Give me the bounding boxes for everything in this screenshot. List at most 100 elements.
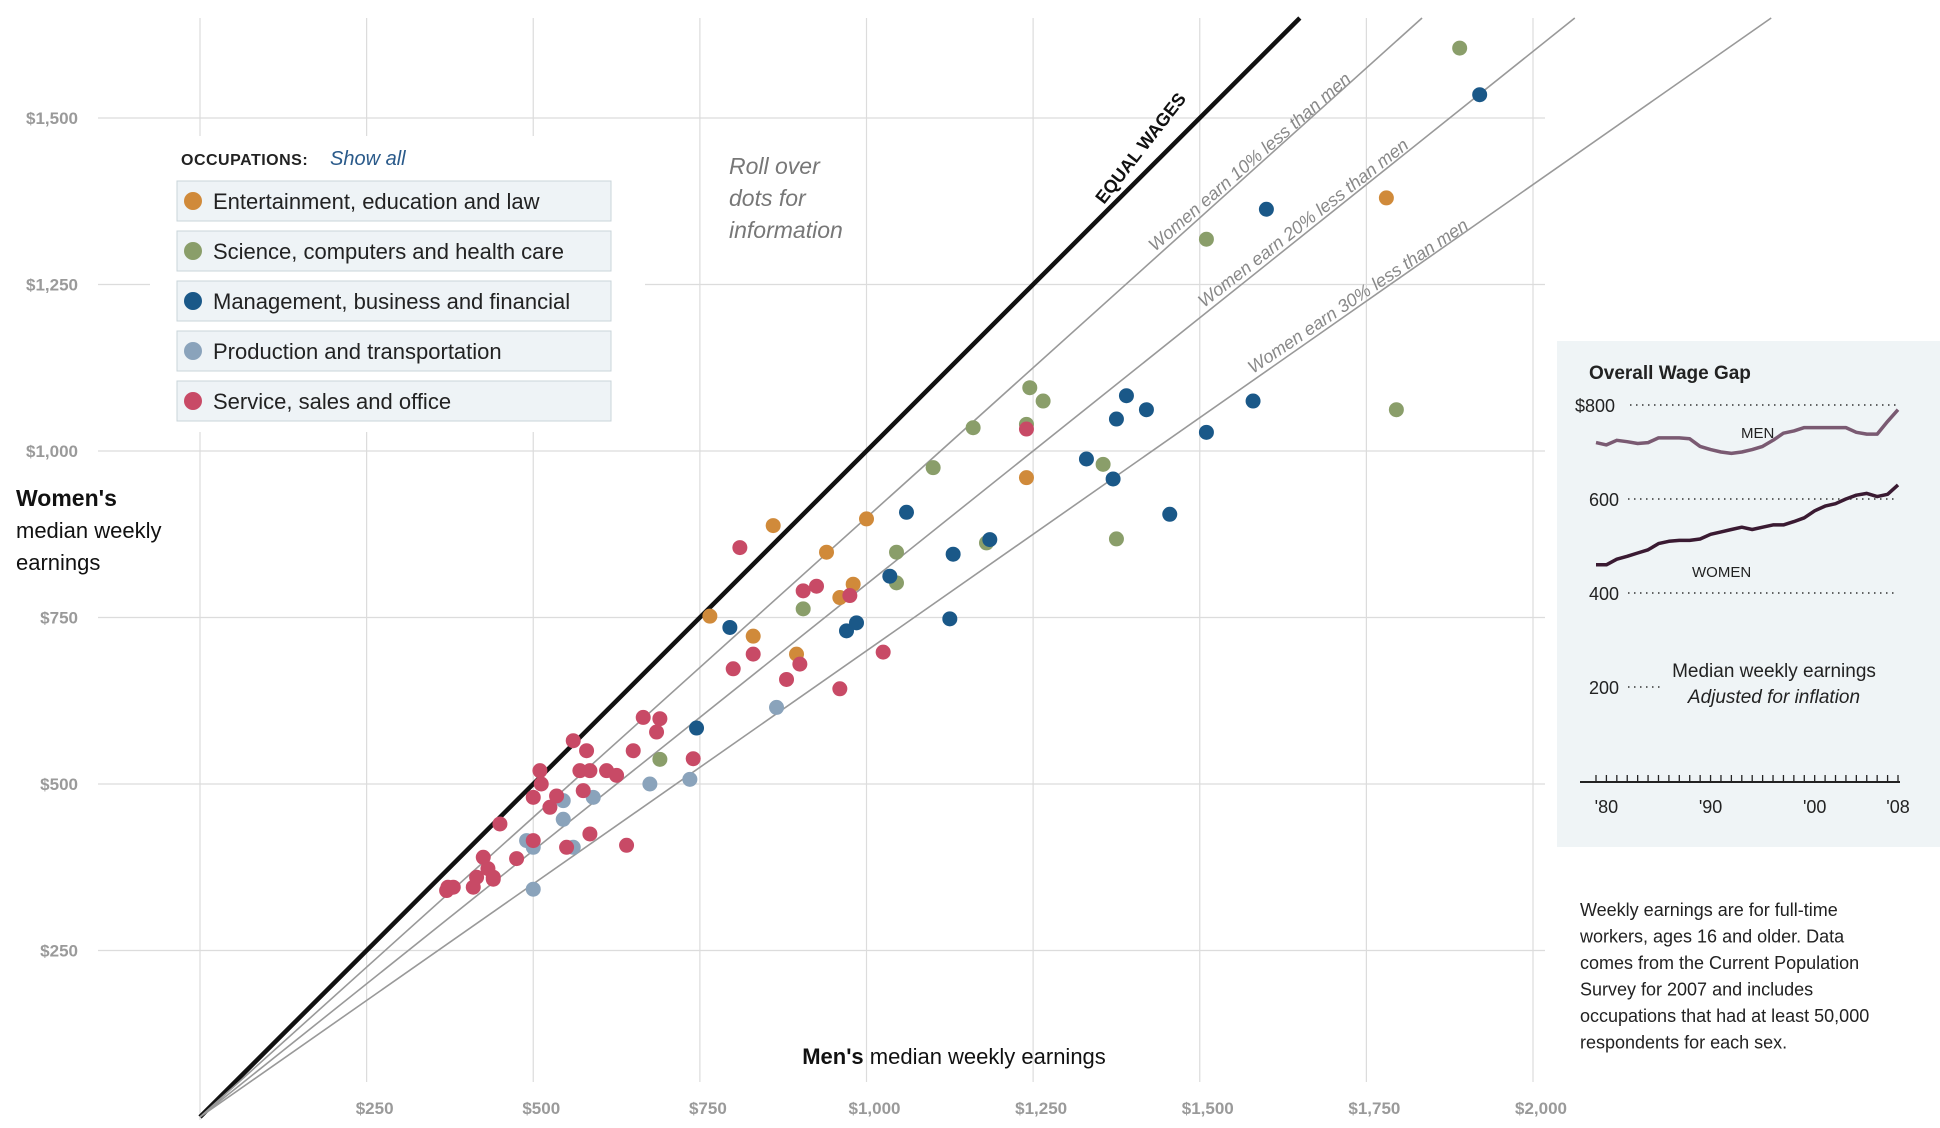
scatter-points	[439, 40, 1488, 899]
x-tick-label: $750	[689, 1099, 727, 1118]
data-point[interactable]	[875, 644, 891, 660]
legend-item[interactable]: Entertainment, education and law	[176, 180, 612, 222]
data-point[interactable]	[555, 811, 571, 827]
data-point[interactable]	[1198, 231, 1214, 247]
x-axis-label: Men's median weekly earnings	[802, 1044, 1106, 1069]
data-point[interactable]	[769, 699, 785, 715]
data-point[interactable]	[1018, 470, 1034, 486]
data-point[interactable]	[1018, 421, 1034, 437]
data-point[interactable]	[579, 743, 595, 759]
data-point[interactable]	[832, 681, 848, 697]
data-point[interactable]	[942, 611, 958, 627]
data-point[interactable]	[1108, 411, 1124, 427]
data-point[interactable]	[1138, 402, 1154, 418]
data-point[interactable]	[1095, 456, 1111, 472]
data-point[interactable]	[1022, 380, 1038, 396]
footnote-line: occupations that had at least 50,000	[1580, 1006, 1869, 1026]
footnote-line: respondents for each sex.	[1580, 1033, 1787, 1053]
data-point[interactable]	[849, 615, 865, 631]
data-point[interactable]	[1198, 424, 1214, 440]
data-point[interactable]	[1118, 388, 1134, 404]
data-point[interactable]	[542, 799, 558, 815]
data-point[interactable]	[652, 711, 668, 727]
legend-item[interactable]: Service, sales and office	[176, 380, 612, 422]
data-point[interactable]	[1162, 506, 1178, 522]
data-point[interactable]	[635, 709, 651, 725]
legend-item[interactable]: Science, computers and health care	[176, 230, 612, 272]
inset-x-tick-label: '00	[1803, 797, 1826, 817]
data-point[interactable]	[625, 743, 641, 759]
data-point[interactable]	[525, 881, 541, 897]
rollover-hint-line1: Roll over	[729, 153, 821, 179]
data-point[interactable]	[582, 763, 598, 779]
data-point[interactable]	[1108, 531, 1124, 547]
data-point[interactable]	[725, 661, 741, 677]
legend-item-box	[176, 180, 612, 222]
inset-series-line	[1595, 408, 1900, 456]
data-point[interactable]	[549, 788, 565, 804]
data-point[interactable]	[642, 776, 658, 792]
data-point[interactable]	[839, 623, 855, 639]
data-point[interactable]	[779, 671, 795, 687]
data-point[interactable]	[795, 583, 811, 599]
x-axis-label-bold: Men's	[802, 1044, 863, 1069]
data-point[interactable]	[982, 532, 998, 548]
data-point[interactable]	[722, 619, 738, 635]
data-point[interactable]	[965, 420, 981, 436]
data-point[interactable]	[689, 720, 705, 736]
legend-item[interactable]: Management, business and financial	[176, 280, 612, 322]
data-point[interactable]	[702, 608, 718, 624]
data-point[interactable]	[649, 724, 665, 740]
data-point[interactable]	[732, 540, 748, 556]
show-all-link[interactable]: Show all	[330, 148, 406, 170]
data-point[interactable]	[1388, 402, 1404, 418]
data-point[interactable]	[533, 776, 549, 792]
data-point[interactable]	[609, 767, 625, 783]
data-point[interactable]	[485, 871, 501, 887]
data-point[interactable]	[925, 460, 941, 476]
data-point[interactable]	[745, 646, 761, 662]
data-point[interactable]	[842, 588, 858, 604]
data-point[interactable]	[1378, 190, 1394, 206]
data-point[interactable]	[652, 751, 668, 767]
data-point[interactable]	[509, 851, 525, 867]
data-point[interactable]	[765, 518, 781, 534]
data-point[interactable]	[575, 783, 591, 799]
data-point[interactable]	[819, 544, 835, 560]
data-point[interactable]	[1245, 393, 1261, 409]
data-point[interactable]	[582, 826, 598, 842]
legend-item[interactable]: Production and transportation	[176, 330, 612, 372]
legend-swatch	[184, 242, 202, 260]
data-point[interactable]	[559, 839, 575, 855]
data-point[interactable]	[795, 601, 811, 617]
data-point[interactable]	[532, 763, 548, 779]
data-point[interactable]	[445, 879, 461, 895]
data-point[interactable]	[619, 837, 635, 853]
data-point[interactable]	[809, 578, 825, 594]
data-point[interactable]	[859, 511, 874, 527]
data-point[interactable]	[1105, 471, 1121, 487]
data-point[interactable]	[898, 504, 914, 520]
data-point[interactable]	[525, 833, 541, 849]
data-point[interactable]	[525, 789, 541, 805]
data-point[interactable]	[475, 849, 491, 865]
data-point[interactable]	[745, 628, 761, 644]
data-point[interactable]	[1258, 201, 1274, 217]
data-point[interactable]	[685, 751, 701, 767]
data-point[interactable]	[492, 816, 508, 832]
data-point[interactable]	[945, 546, 961, 562]
data-point[interactable]	[1035, 393, 1051, 409]
data-point[interactable]	[1078, 451, 1094, 467]
data-point[interactable]	[1452, 40, 1468, 56]
data-point[interactable]	[792, 656, 808, 672]
gap-line	[199, 17, 1423, 1118]
data-point[interactable]	[682, 771, 698, 787]
data-point[interactable]	[888, 544, 904, 560]
data-point[interactable]	[565, 733, 581, 749]
data-point[interactable]	[845, 576, 861, 592]
data-point[interactable]	[469, 869, 485, 885]
data-point[interactable]	[882, 568, 898, 584]
data-point[interactable]	[1472, 87, 1488, 103]
grid	[98, 18, 1545, 1120]
inset-y-grid: $800 600 400 200	[1575, 396, 1897, 698]
